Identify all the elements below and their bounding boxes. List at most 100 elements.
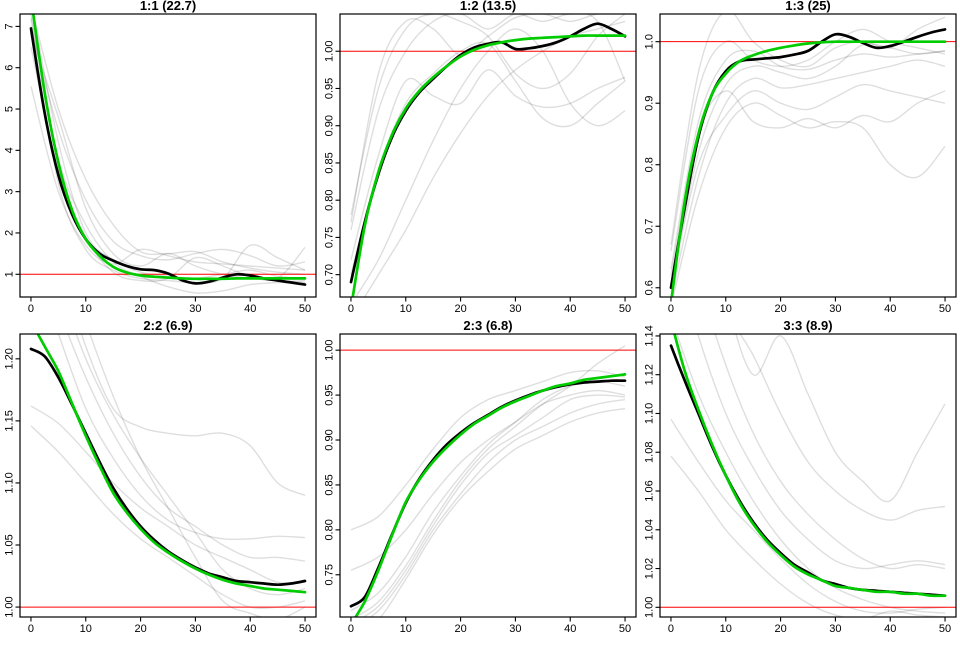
y-tick-label: 3 bbox=[4, 189, 16, 195]
individual-run-line bbox=[350, 369, 626, 531]
individual-run-line bbox=[80, 334, 306, 497]
subplot-5: 2:3 (6.8) 0 10 20 30 40 50 0.75 0.80 0.85 0.90 0.95… bbox=[320, 318, 640, 640]
x-tick-label: 20 bbox=[454, 623, 466, 635]
y-tick-label: 0.95 bbox=[324, 78, 336, 99]
x-tick-label: 30 bbox=[189, 623, 201, 635]
y-tick-label: 0.8 bbox=[644, 157, 656, 172]
subplot-4: 2:2 (6.9) 0 10 20 30 40 50 1.00 1.05 1.10 1.15 1.20 bbox=[0, 318, 320, 640]
individual-run-line bbox=[30, 86, 306, 271]
individual-run-line bbox=[670, 59, 946, 297]
individual-run-line bbox=[735, 334, 946, 503]
individual-run-line bbox=[670, 43, 946, 288]
individual-run-line bbox=[350, 14, 626, 216]
individual-run-line bbox=[75, 334, 306, 596]
y-tick-label: 0.95 bbox=[324, 384, 336, 405]
y-tick-label: 1.04 bbox=[644, 519, 656, 540]
subplot-6: 3:3 (8.9) 0 10 20 30 40 50 1.00 1.02 1.04 1.06 1.08… bbox=[640, 318, 960, 640]
individual-run-line bbox=[30, 405, 306, 584]
individual-run-line bbox=[363, 20, 626, 297]
y-tick-label: 5 bbox=[4, 106, 16, 112]
panel-title: 1:2 (13.5) bbox=[460, 0, 516, 13]
individual-run-line bbox=[670, 418, 946, 614]
x-tick-label: 20 bbox=[774, 623, 786, 635]
plot-box bbox=[19, 13, 317, 298]
x-tick-label: 10 bbox=[720, 623, 732, 635]
y-tick-label: 1.10 bbox=[644, 403, 656, 424]
y-tick-label: 4 bbox=[4, 147, 16, 153]
x-tick-label: 0 bbox=[668, 623, 674, 635]
individual-run-line bbox=[354, 345, 626, 617]
y-tick-label: 1 bbox=[4, 271, 16, 277]
dark-estimate-line bbox=[669, 344, 947, 598]
individual-run-line bbox=[697, 334, 946, 570]
x-tick-label: 0 bbox=[668, 303, 674, 315]
x-tick-label: 50 bbox=[939, 623, 951, 635]
individual-run-line bbox=[32, 14, 306, 275]
x-tick-label: 20 bbox=[134, 303, 146, 315]
y-tick-label: 1.15 bbox=[4, 410, 16, 431]
x-tick-label: 50 bbox=[299, 623, 311, 635]
x-tick-label: 0 bbox=[28, 303, 34, 315]
individual-run-line bbox=[676, 334, 946, 614]
individual-run-line bbox=[30, 17, 306, 284]
x-tick-label: 40 bbox=[244, 303, 256, 315]
x-tick-label: 50 bbox=[619, 303, 631, 315]
individual-run-line bbox=[670, 14, 946, 245]
x-tick-label: 30 bbox=[189, 303, 201, 315]
x-tick-label: 40 bbox=[884, 623, 896, 635]
x-tick-label: 30 bbox=[509, 623, 521, 635]
y-tick-label: 0.80 bbox=[324, 189, 336, 210]
y-tick-label: 1.05 bbox=[4, 534, 16, 555]
smooth-fit-line bbox=[670, 40, 947, 297]
plot-canvas-3: 1:3 (25) 0 10 20 30 40 50 0.6 0.7 0.8 0.9 1.0 bbox=[644, 0, 957, 315]
panel-title: 1:3 (25) bbox=[785, 0, 831, 13]
y-tick-label: 0.9 bbox=[644, 96, 656, 111]
individual-run-line bbox=[350, 14, 625, 223]
y-tick-label: 1.02 bbox=[644, 558, 656, 579]
x-tick-label: 10 bbox=[400, 623, 412, 635]
individual-run-line bbox=[67, 334, 306, 562]
plot-canvas-6: 3:3 (8.9) 0 10 20 30 40 50 1.00 1.02 1.04 1.06 1.08… bbox=[644, 318, 957, 635]
y-tick-label: 0.75 bbox=[324, 564, 336, 585]
individual-run-line bbox=[30, 26, 306, 267]
y-tick-label: 1.0 bbox=[644, 34, 656, 49]
x-tick-label: 40 bbox=[564, 303, 576, 315]
individual-run-line bbox=[30, 34, 306, 284]
plot-box bbox=[659, 13, 957, 298]
y-tick-label: 7 bbox=[4, 23, 16, 29]
individual-run-line bbox=[670, 455, 946, 617]
panel-title: 1:1 (22.7) bbox=[140, 0, 196, 13]
individual-run-line bbox=[30, 14, 306, 294]
y-tick-label: 0.80 bbox=[324, 519, 336, 540]
x-tick-label: 10 bbox=[80, 303, 92, 315]
y-tick-label: 0.90 bbox=[324, 429, 336, 450]
subplot-2: 1:2 (13.5) 0 10 20 30 40 50 0.70 0.75 0.80 0.85 0.9… bbox=[320, 0, 640, 320]
smooth-fit-line bbox=[36, 334, 307, 594]
y-tick-label: 1.08 bbox=[644, 442, 656, 463]
x-tick-label: 30 bbox=[829, 623, 841, 635]
plot-canvas-1: 1:1 (22.7) 0 10 20 30 40 50 1 2 3 4 5 6 7 bbox=[4, 0, 317, 315]
y-tick-label: 0.7 bbox=[644, 219, 656, 234]
individual-run-line bbox=[714, 334, 946, 570]
plot-box bbox=[339, 333, 637, 618]
y-tick-label: 0.75 bbox=[324, 227, 336, 248]
plot-box bbox=[19, 333, 317, 618]
x-tick-label: 50 bbox=[939, 303, 951, 315]
individual-run-line bbox=[350, 41, 626, 275]
y-tick-label: 1.00 bbox=[324, 41, 336, 62]
x-tick-label: 30 bbox=[829, 303, 841, 315]
individual-run-line bbox=[89, 334, 306, 617]
x-tick-label: 20 bbox=[454, 303, 466, 315]
individual-run-line bbox=[350, 389, 626, 571]
individual-run-line bbox=[670, 49, 946, 270]
individual-run-line bbox=[57, 334, 306, 541]
y-tick-label: 6 bbox=[4, 65, 16, 71]
y-tick-label: 1.06 bbox=[644, 480, 656, 501]
x-tick-label: 10 bbox=[720, 303, 732, 315]
individual-run-line bbox=[379, 407, 626, 617]
individual-run-line bbox=[350, 69, 626, 260]
plot-canvas-5: 2:3 (6.8) 0 10 20 30 40 50 0.75 0.80 0.85 0.90 0.95… bbox=[324, 318, 637, 635]
smooth-fit-line bbox=[353, 373, 627, 617]
y-tick-label: 1.00 bbox=[644, 597, 656, 618]
subplot-3: 1:3 (25) 0 10 20 30 40 50 0.6 0.7 0.8 0.9 1.0 bbox=[640, 0, 960, 320]
